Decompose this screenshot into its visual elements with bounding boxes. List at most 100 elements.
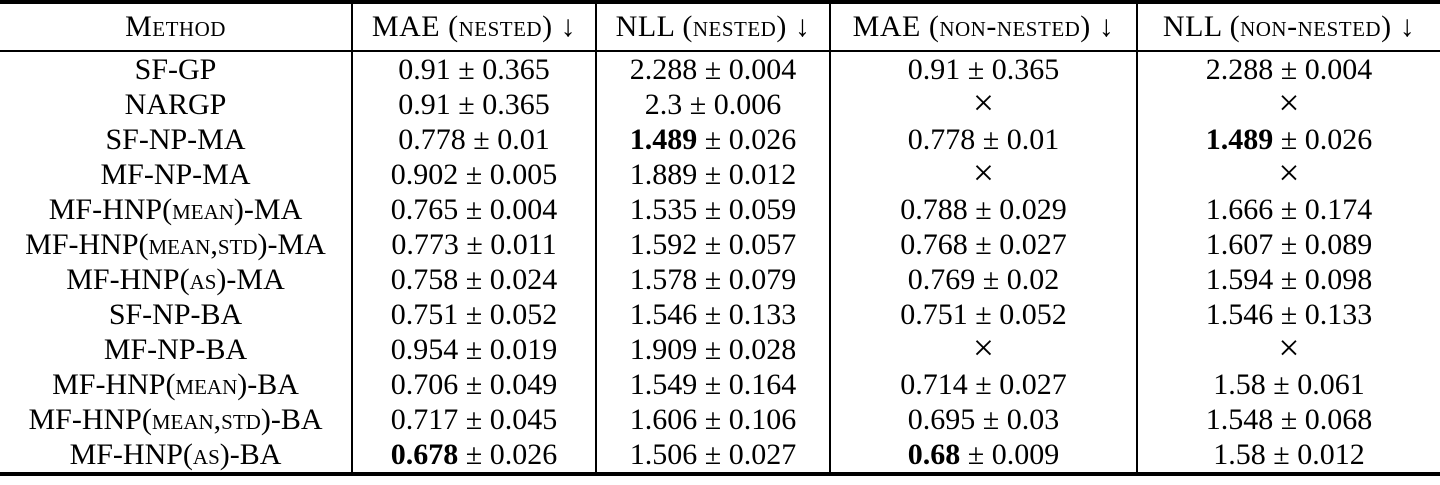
value-cell: 0.758 ± 0.024: [351, 262, 596, 297]
value-cell: 0.778 ± 0.01: [829, 122, 1137, 157]
error-value: ± 0.004: [1273, 52, 1373, 86]
mean-value: 1.666: [1205, 192, 1274, 226]
mean-value: 0.954: [390, 332, 459, 366]
value-cell: 1.549 ± 0.164: [595, 367, 830, 402]
value-cell: 1.909 ± 0.028: [595, 332, 830, 367]
mean-value: 2.288: [629, 52, 698, 86]
value-cell: 0.91 ± 0.365: [351, 51, 596, 87]
value-cell: 1.592 ± 0.057: [595, 227, 830, 262]
value-cell: 0.717 ± 0.045: [351, 402, 596, 437]
value-cell-missing: ×: [1136, 332, 1440, 367]
table-row: MF-HNP(mean)-MA 0.765 ± 0.004 1.535 ± 0.05…: [0, 192, 1440, 227]
method-cell: MF-HNP(mean,std)-MA: [25, 227, 326, 261]
error-value: ± 0.01: [975, 122, 1060, 156]
mean-value: 1.58: [1213, 437, 1266, 471]
mean-value: 1.58: [1213, 367, 1266, 401]
value-cell: 1.666 ± 0.174: [1136, 192, 1440, 227]
value-cell: 0.751 ± 0.052: [829, 297, 1137, 332]
column-header-mae-non-nested: MAE (non-nested) ↓: [829, 2, 1137, 52]
value-cell: 0.954 ± 0.019: [351, 332, 596, 367]
value-cell: 0.91 ± 0.365: [351, 87, 596, 122]
mean-value: 0.778: [907, 122, 976, 156]
mean-value: 0.714: [900, 367, 968, 401]
mean-value: 1.607: [1205, 227, 1274, 261]
error-value: ± 0.027: [967, 227, 1067, 261]
table-row: NARGP 0.91 ± 0.365 2.3 ± 0.006 × ×: [0, 87, 1440, 122]
mean-value: 1.594: [1205, 262, 1274, 296]
mean-value: 0.902: [390, 157, 459, 191]
mean-value: 1.546: [629, 297, 698, 331]
error-value: ± 0.365: [960, 52, 1060, 86]
column-header-label: MAE (non-nested) ↓: [852, 10, 1115, 43]
mean-value: 0.91: [398, 87, 451, 121]
value-cell: 1.546 ± 0.133: [595, 297, 830, 332]
error-value: ± 0.027: [697, 437, 797, 471]
table-body: SF-GP 0.91 ± 0.365 2.288 ± 0.004 0.91 ± 0.3…: [0, 51, 1440, 474]
error-value: ± 0.059: [697, 192, 797, 226]
mean-value: 1.909: [629, 332, 698, 366]
value-cell: 2.288 ± 0.004: [595, 51, 830, 87]
value-cell: 1.489 ± 0.026: [1136, 122, 1440, 157]
value-cell: 1.889 ± 0.012: [595, 157, 830, 192]
value-cell: 0.678 ± 0.026: [351, 437, 596, 474]
mean-value: 1.489: [1205, 122, 1274, 156]
value-cell: 0.765 ± 0.004: [351, 192, 596, 227]
value-cell: 1.607 ± 0.089: [1136, 227, 1440, 262]
mean-value: 0.778: [398, 122, 466, 156]
column-header-label: NLL (non-nested) ↓: [1162, 10, 1416, 43]
method-cell: MF-HNP(as)-MA: [66, 262, 285, 296]
table-row: MF-HNP(mean,std)-BA 0.717 ± 0.045 1.606 ± …: [0, 402, 1440, 437]
mean-value: 0.678: [390, 437, 459, 471]
error-value: ± 0.079: [697, 262, 797, 296]
method-cell: SF-NP-BA: [108, 297, 243, 331]
error-value: ± 0.133: [1273, 297, 1373, 331]
table-row: SF-NP-BA 0.751 ± 0.052 1.546 ± 0.133 0.751 …: [0, 297, 1440, 332]
error-value: ± 0.004: [697, 52, 797, 86]
value-cell: 0.68 ± 0.009: [829, 437, 1137, 474]
mean-value: 0.758: [390, 262, 459, 296]
error-value: ± 0.164: [697, 367, 797, 401]
error-value: ± 0.02: [975, 262, 1060, 296]
value-cell-missing: ×: [1136, 87, 1440, 122]
error-value: ± 0.027: [967, 367, 1067, 401]
method-cell: NARGP: [124, 87, 227, 121]
mean-value: 1.606: [629, 402, 698, 436]
value-cell-missing: ×: [829, 157, 1137, 192]
missing-times-icon: ×: [1278, 87, 1300, 122]
column-header-mae-nested: MAE (nested) ↓: [351, 2, 596, 52]
error-value: ± 0.068: [1273, 402, 1373, 436]
mean-value: 2.288: [1205, 52, 1274, 86]
mean-value: 1.506: [629, 437, 698, 471]
error-value: ± 0.019: [458, 332, 558, 366]
table-row: MF-HNP(as)-MA 0.758 ± 0.024 1.578 ± 0.079 0…: [0, 262, 1440, 297]
value-cell: 0.773 ± 0.011: [351, 227, 596, 262]
value-cell-missing: ×: [829, 87, 1137, 122]
value-cell: 0.714 ± 0.027: [829, 367, 1137, 402]
mean-value: 2.3: [644, 87, 683, 121]
error-value: ± 0.009: [960, 437, 1060, 471]
mean-value: 1.592: [629, 227, 698, 261]
column-header-nll-non-nested: NLL (non-nested) ↓: [1136, 2, 1440, 52]
error-value: ± 0.174: [1273, 192, 1373, 226]
mean-value: 1.546: [1205, 297, 1274, 331]
error-value: ± 0.029: [967, 192, 1067, 226]
error-value: ± 0.012: [697, 157, 797, 191]
value-cell: 1.594 ± 0.098: [1136, 262, 1440, 297]
error-value: ± 0.026: [697, 122, 797, 156]
method-cell: MF-HNP(mean,std)-BA: [28, 402, 323, 436]
mean-value: 0.706: [390, 367, 459, 401]
error-value: ± 0.004: [458, 192, 558, 226]
missing-times-icon: ×: [1278, 157, 1300, 192]
error-value: ± 0.052: [458, 297, 558, 331]
mean-value: 0.788: [900, 192, 968, 226]
column-header-method: Method: [0, 2, 352, 52]
table-row: MF-HNP(mean,std)-MA 0.773 ± 0.011 1.592 ± …: [0, 227, 1440, 262]
error-value: ± 0.106: [697, 402, 797, 436]
value-cell: 2.3 ± 0.006: [595, 87, 830, 122]
error-value: ± 0.03: [975, 402, 1060, 436]
value-cell: 1.578 ± 0.079: [595, 262, 830, 297]
mean-value: 0.773: [391, 227, 459, 261]
error-value: ± 0.026: [1273, 122, 1373, 156]
table-row: MF-HNP(mean)-BA 0.706 ± 0.049 1.549 ± 0.16…: [0, 367, 1440, 402]
value-cell: 0.768 ± 0.027: [829, 227, 1137, 262]
